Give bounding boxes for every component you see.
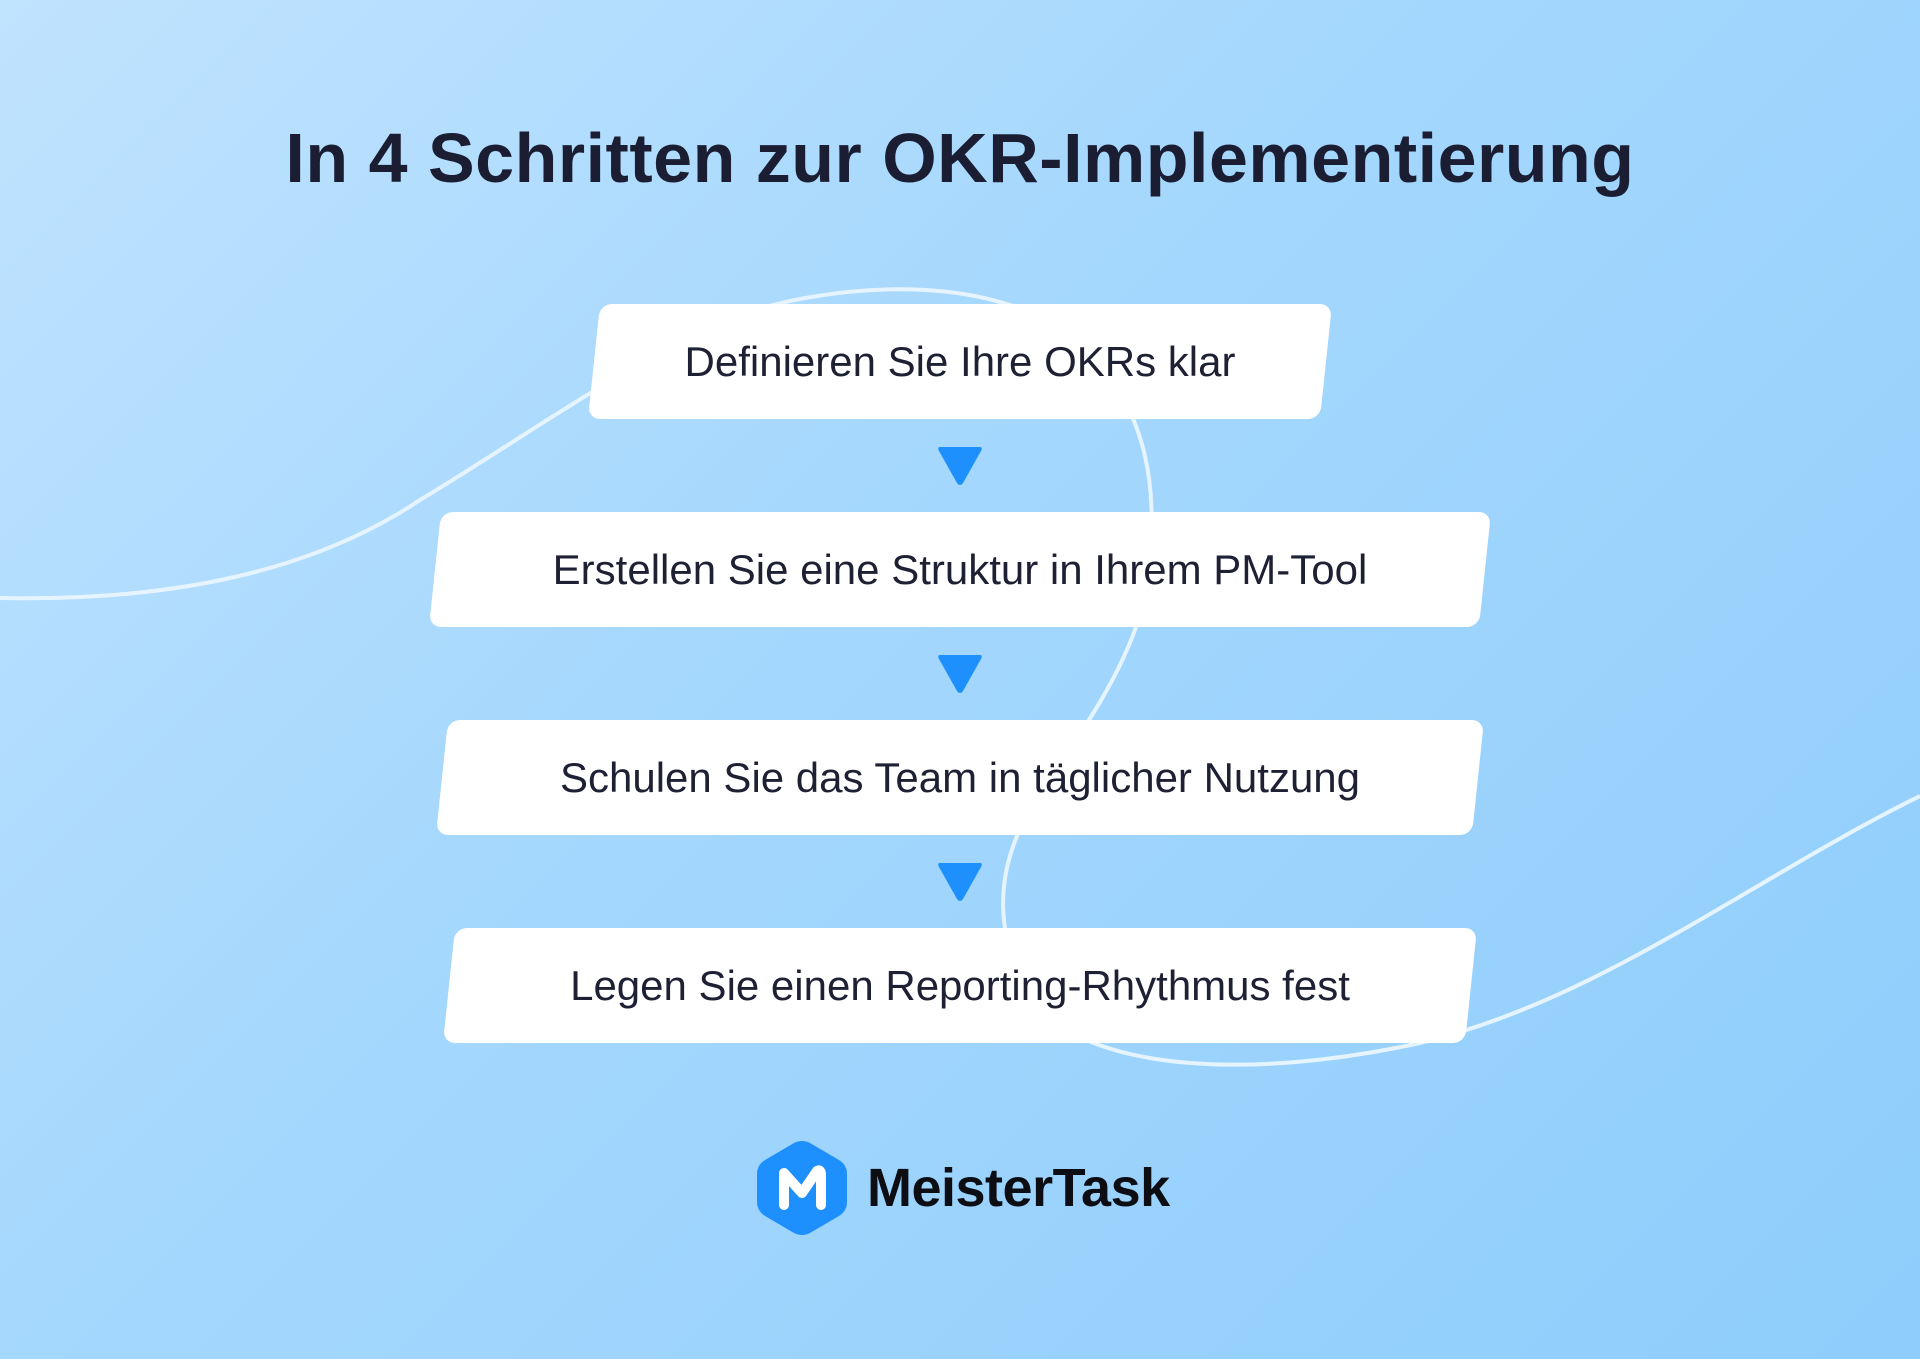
step-2: Erstellen Sie eine Struktur in Ihrem PM-…: [428, 512, 1492, 627]
step-label: Legen Sie einen Reporting-Rhythmus fest: [570, 961, 1350, 1009]
step-4: Legen Sie einen Reporting-Rhythmus fest: [442, 928, 1478, 1043]
meistertask-logo: MeisterTask: [757, 1139, 1170, 1237]
step-1: Definieren Sie Ihre OKRs klar: [587, 304, 1333, 419]
meistertask-logo-icon: [757, 1141, 847, 1235]
step-label: Erstellen Sie eine Struktur in Ihrem PM-…: [552, 545, 1368, 593]
step-label: Schulen Sie das Team in täglicher Nutzun…: [559, 753, 1361, 801]
arrow-down-icon: [938, 863, 982, 901]
step-label: Definieren Sie Ihre OKRs klar: [684, 337, 1236, 385]
arrow-down-icon: [938, 447, 982, 485]
step-3: Schulen Sie das Team in täglicher Nutzun…: [435, 720, 1485, 835]
logo-text: MeisterTask: [867, 1158, 1170, 1218]
page-title: In 4 Schritten zur OKR-Implementierung: [285, 119, 1635, 197]
arrow-down-icon: [938, 655, 982, 693]
